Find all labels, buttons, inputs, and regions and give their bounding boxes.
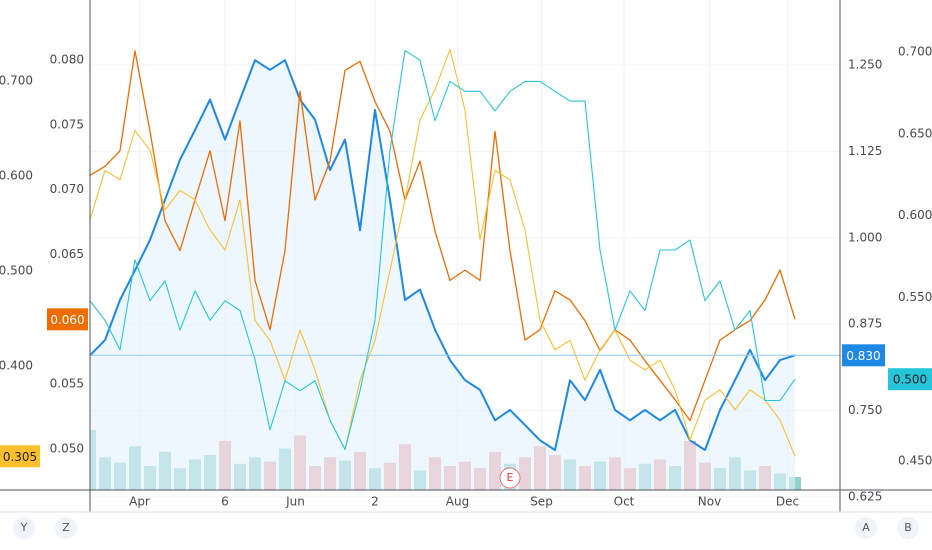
last-value-label: 0.830 — [846, 349, 880, 363]
y-tick-label: 0.065 — [50, 247, 84, 261]
y-tick-label: 0.650 — [898, 126, 932, 140]
y-tick-label: 0.450 — [898, 454, 932, 468]
x-tick-label: Nov — [698, 495, 721, 509]
y-tick-label: 0.075 — [50, 117, 84, 131]
axis-button[interactable]: Y — [20, 521, 28, 534]
y-tick-label: 0.550 — [898, 290, 932, 304]
series-line — [90, 50, 796, 422]
series-area — [90, 60, 795, 490]
axis-button-bg — [55, 517, 77, 539]
y-tick-label: 1.000 — [848, 230, 882, 244]
y-tick-label: 0.700 — [0, 74, 33, 88]
event-marker: E — [507, 471, 514, 484]
y-tick-label: 0.700 — [898, 45, 932, 59]
x-tick-label: Jun — [285, 495, 305, 509]
last-value-label: 0.500 — [893, 373, 927, 387]
last-value-badge — [0, 445, 40, 468]
axis-button[interactable]: Z — [62, 521, 70, 534]
x-tick-label: Dec — [776, 495, 799, 509]
x-tick-label: Aug — [446, 495, 469, 509]
last-value-label: 0.305 — [3, 450, 37, 464]
axis-button-bg — [13, 517, 35, 539]
x-tick-label: Sep — [530, 495, 553, 509]
axis-button-bg — [897, 517, 919, 539]
y-tick-label: 0.055 — [50, 377, 84, 391]
x-tick-label: Apr — [129, 495, 150, 509]
y-tick-label: 0.600 — [898, 208, 932, 222]
y-tick-label: 1.250 — [848, 58, 882, 72]
y-tick-label: 0.050 — [50, 442, 84, 456]
x-tick-label: Oct — [614, 495, 635, 509]
axis-button[interactable]: B — [904, 521, 912, 534]
y-tick-label: 0.750 — [848, 403, 882, 417]
axes: 0.700 0.600 0.500 0.400 0.080 0.075 0.070 0.065… — [0, 45, 932, 539]
y-tick-label: 0.080 — [50, 53, 84, 67]
last-value-label: 0.060 — [50, 313, 84, 327]
series-line — [90, 49, 796, 457]
y-tick-label: 0.600 — [0, 169, 33, 183]
series-line — [90, 59, 796, 451]
y-tick-label: 0.070 — [50, 182, 84, 196]
y-tick-label: 0.400 — [0, 359, 33, 373]
axis-button[interactable]: A — [862, 521, 870, 534]
y-tick-label: 0.875 — [848, 317, 882, 331]
last-value-badge — [888, 368, 932, 391]
x-tick-label: 2 — [371, 495, 379, 509]
x-tick-label: 6 — [221, 495, 229, 509]
axis-button-bg — [855, 517, 877, 539]
event-marker-circle — [499, 467, 521, 489]
last-value-badge — [842, 344, 885, 367]
y-tick-label: 0.625 — [848, 490, 882, 504]
y-tick-label: 1.125 — [848, 144, 882, 158]
plot-area: E — [90, 49, 840, 490]
y-tick-label: 0.500 — [0, 264, 33, 278]
series-line — [90, 49, 796, 451]
last-value-badge — [47, 308, 88, 331]
